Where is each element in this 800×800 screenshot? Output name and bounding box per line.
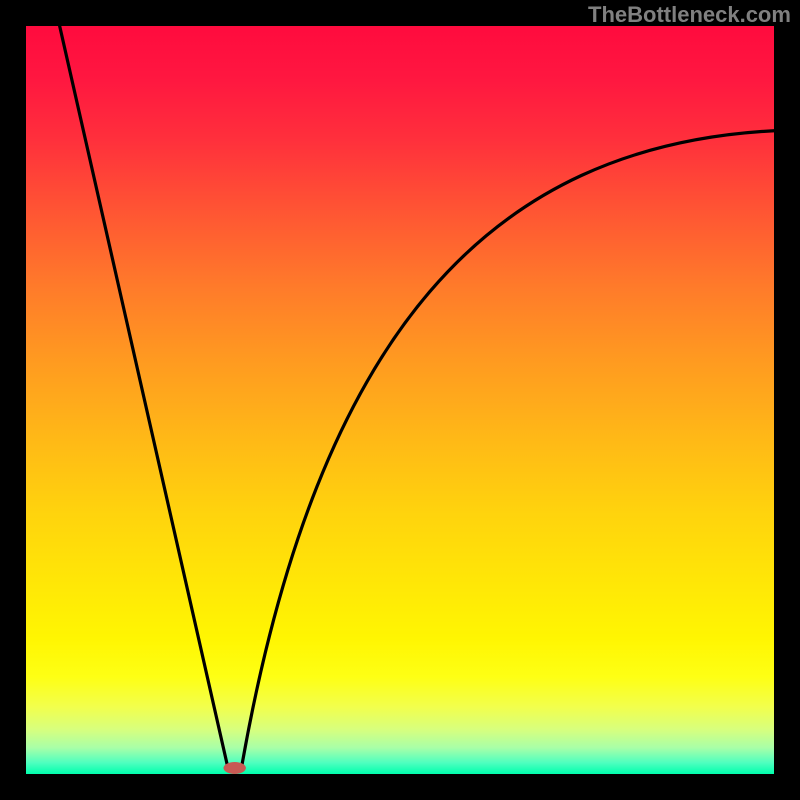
frame-border-left (0, 0, 26, 800)
bottleneck-chart (0, 0, 800, 800)
attribution-text: TheBottleneck.com (588, 2, 791, 28)
chart-stage: TheBottleneck.com (0, 0, 800, 800)
frame-border-right (774, 0, 800, 800)
optimal-point-marker (223, 762, 245, 774)
frame-border-bottom (0, 774, 800, 800)
plot-background (26, 26, 774, 774)
